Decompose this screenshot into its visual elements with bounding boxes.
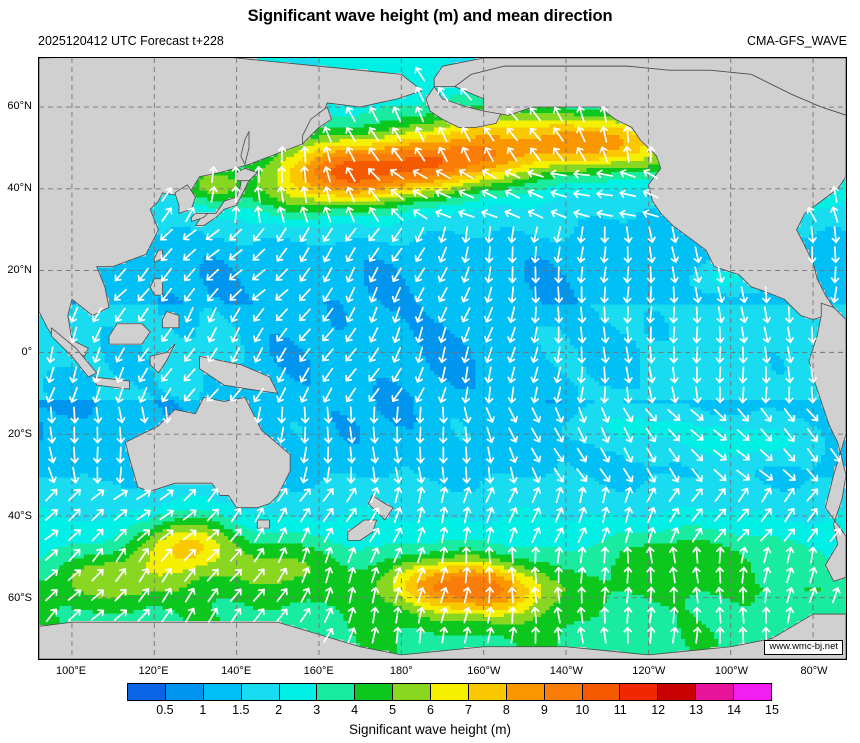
- colorbar-cell: [658, 684, 697, 700]
- colorbar-region: 0.5 1 1.5 2 3 4 5 6 7 8 9 10 11 12 13 14 15 Significant …: [0, 683, 860, 743]
- colorbar-cell: [279, 684, 318, 700]
- lat-tick-label: 40°S: [0, 510, 32, 522]
- colorbar-cell: [506, 684, 545, 700]
- colorbar-cell: [393, 684, 431, 700]
- lon-tick-label: 140°W: [550, 665, 583, 677]
- colorbar-tick-label: 1.5: [232, 703, 249, 717]
- colorbar-cell: [734, 684, 771, 700]
- map-plot-area: 中国 气象局 www.wmc-bj.net: [38, 57, 847, 660]
- colorbar-tick-label: 5: [389, 703, 396, 717]
- colorbar-tick-label: 3: [313, 703, 320, 717]
- colorbar-tick-label: 13: [689, 703, 703, 717]
- lon-tick-label: 100°W: [715, 665, 748, 677]
- lon-tick-label: 80°W: [800, 665, 827, 677]
- colorbar-cell: [241, 684, 280, 700]
- lon-tick-label: 160°W: [467, 665, 500, 677]
- lon-tick-label: 120°W: [632, 665, 665, 677]
- lon-tick-label: 180°: [390, 665, 413, 677]
- forecast-run-info: 2025120412 UTC Forecast t+228: [38, 34, 224, 48]
- colorbar-tick-label: 11: [614, 703, 627, 717]
- colorbar-cell: [317, 684, 356, 700]
- lon-tick-label: 120°E: [139, 665, 169, 677]
- colorbar: [127, 683, 772, 701]
- colorbar-tick-label: 7: [465, 703, 472, 717]
- colorbar-cell: [620, 684, 659, 700]
- page-title: Significant wave height (m) and mean dir…: [0, 7, 860, 26]
- colorbar-tick-label: 0.5: [156, 703, 173, 717]
- colorbar-cell: [544, 684, 583, 700]
- colorbar-tick-label: 10: [575, 703, 589, 717]
- colorbar-cell: [468, 684, 507, 700]
- lat-tick-label: 40°N: [0, 182, 32, 194]
- colorbar-tick-label: 6: [427, 703, 434, 717]
- site-watermark: www.wmc-bj.net: [764, 639, 843, 655]
- lat-tick-label: 0°: [0, 346, 32, 358]
- lat-tick-label: 20°N: [0, 264, 32, 276]
- colorbar-tick-label: 2: [275, 703, 282, 717]
- colorbar-cell: [203, 684, 242, 700]
- colorbar-tick-label: 12: [651, 703, 665, 717]
- colorbar-tick-label: 9: [541, 703, 548, 717]
- colorbar-tick-label: 4: [351, 703, 358, 717]
- colorbar-cell: [165, 684, 204, 700]
- colorbar-label: Significant wave height (m): [0, 722, 860, 737]
- colorbar-tick-label: 1: [199, 703, 206, 717]
- colorbar-tick-label: 8: [503, 703, 510, 717]
- lon-tick-label: 160°E: [304, 665, 334, 677]
- colorbar-cell: [128, 684, 166, 700]
- lon-tick-label: 100°E: [56, 665, 86, 677]
- lon-tick-label: 140°E: [221, 665, 251, 677]
- colorbar-tick-label: 14: [727, 703, 741, 717]
- colorbar-cell: [696, 684, 734, 700]
- lat-tick-label: 20°S: [0, 428, 32, 440]
- lat-tick-label: 60°N: [0, 100, 32, 112]
- map-canvas: [39, 58, 846, 659]
- colorbar-tick-label: 15: [765, 703, 779, 717]
- colorbar-cell: [582, 684, 621, 700]
- lat-tick-label: 60°S: [0, 592, 32, 604]
- colorbar-cell: [431, 684, 469, 700]
- colorbar-cell: [355, 684, 394, 700]
- model-name: CMA-GFS_WAVE: [747, 34, 847, 48]
